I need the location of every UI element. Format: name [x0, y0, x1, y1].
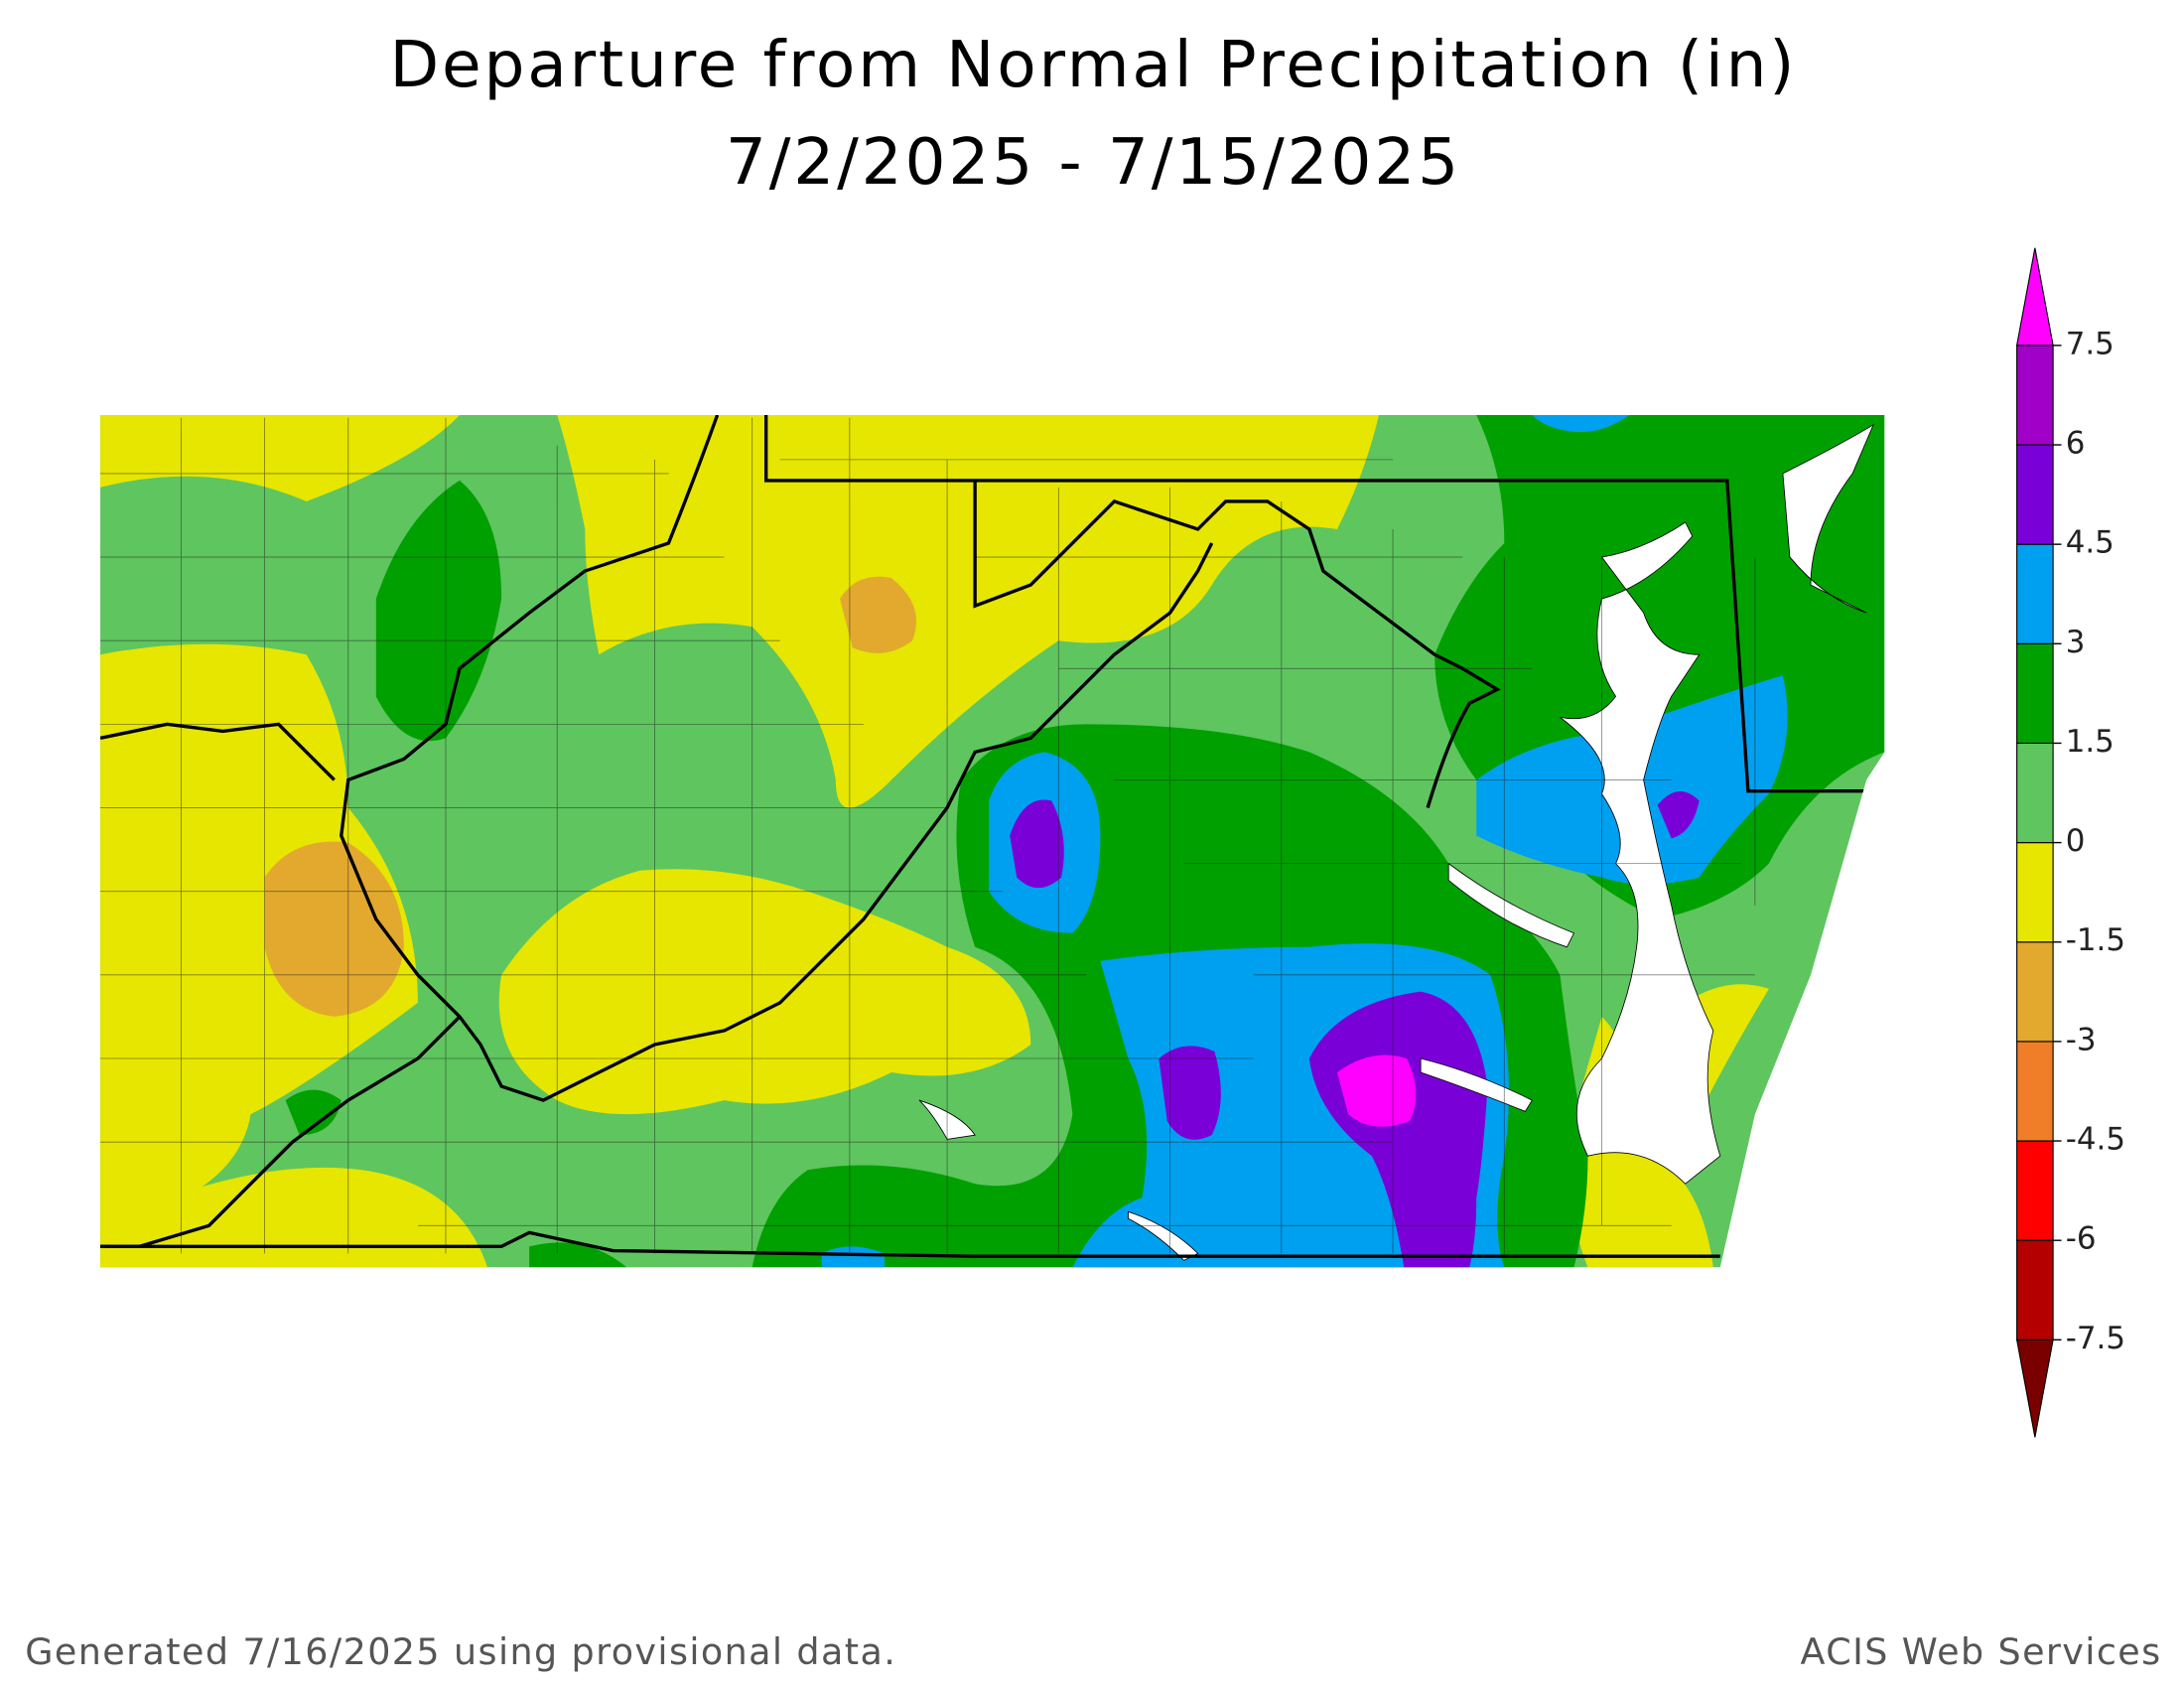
colorbar-tick-label: 1.5 — [2066, 724, 2115, 760]
rivers — [918, 862, 1575, 1261]
colorbar-tick-label: 3 — [2066, 625, 2086, 660]
state-borders — [100, 414, 1881, 1258]
title-line: Departure from Normal Precipitation (in) — [389, 28, 1797, 102]
colorbar-swatch — [2016, 842, 2054, 943]
colorbar-swatch — [2016, 742, 2054, 844]
precip-map — [100, 414, 1885, 1268]
max-area — [1336, 1055, 1417, 1127]
title-line: 7/2/2025 - 7/15/2025 — [726, 125, 1461, 200]
colorbar-tick-label: 0 — [2066, 823, 2086, 859]
colorbar-tick-label: -3 — [2066, 1022, 2097, 1057]
colorbar-arrow — [2015, 247, 2054, 347]
colorbar-swatch — [2016, 1239, 2054, 1340]
colorbar-tick-label: -6 — [2066, 1221, 2097, 1257]
colorbar-swatch — [2016, 941, 2054, 1043]
colorbar-swatch — [2016, 1041, 2054, 1142]
colorbar-tick-label: -7.5 — [2066, 1321, 2125, 1356]
colorbar-swatch — [2016, 444, 2054, 545]
colorbar-tick-label: 4.5 — [2066, 525, 2115, 561]
colorbar-arrow — [2015, 1338, 2054, 1438]
delaware-bay — [1782, 423, 1875, 614]
colorbar-swatch — [2016, 642, 2054, 745]
bay — [1560, 521, 1721, 1185]
colorbar-tick-label: 6 — [2066, 426, 2086, 462]
colorbar-tick-label: -4.5 — [2066, 1122, 2125, 1158]
colorbar-swatch — [2016, 345, 2054, 446]
colorbar-swatch — [2016, 543, 2054, 644]
county-lines — [100, 417, 1756, 1254]
colorbar-swatch — [2016, 1140, 2054, 1241]
colorbar-tick-label: 7.5 — [2066, 326, 2115, 361]
orange-areas — [264, 576, 917, 1017]
colorbar: -7.5 -6 -4.5 -3 -1.5 0 1.5 3 4.5 6 7.5 — [2015, 247, 2125, 1438]
colorbar-tick-label: -1.5 — [2066, 922, 2125, 958]
footer-right: ACIS Web Services — [1800, 1630, 2161, 1673]
purple-areas — [1010, 790, 1700, 1268]
footer-left: Generated 7/16/2025 using provisional da… — [25, 1630, 896, 1673]
